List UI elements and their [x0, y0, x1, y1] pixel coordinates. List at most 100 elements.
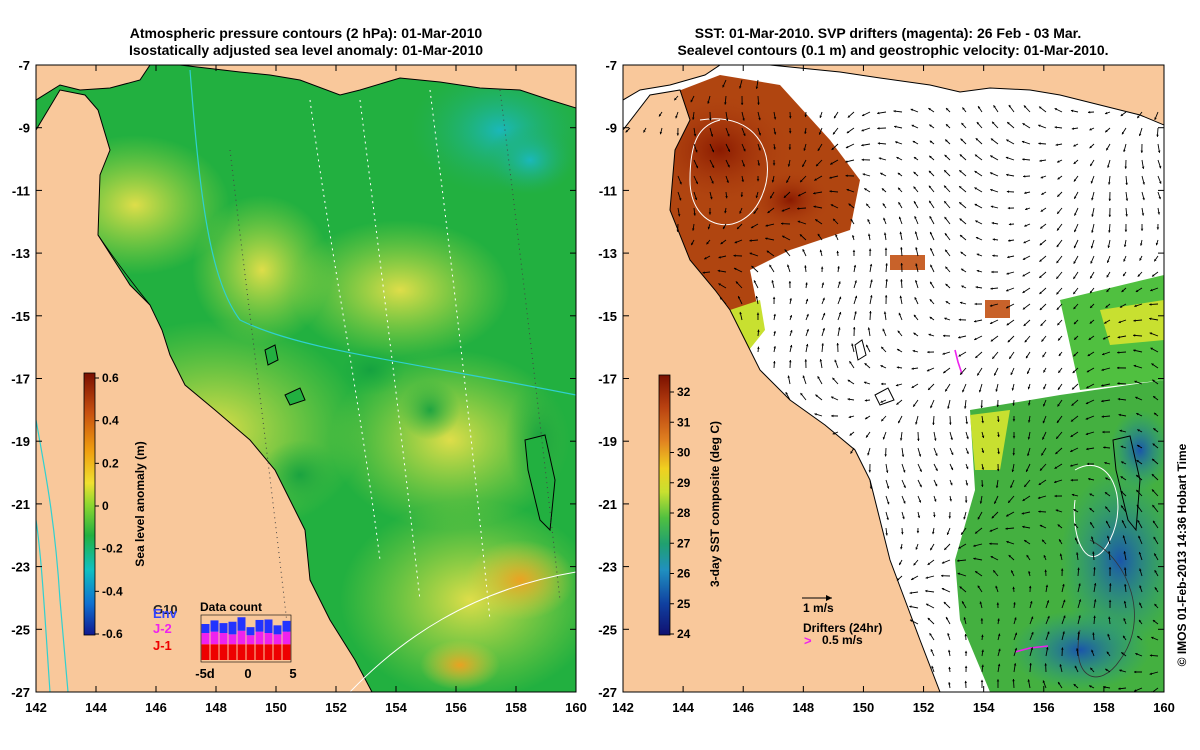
velocity-arrowhead: [877, 142, 881, 145]
velocity-arrowhead: [692, 117, 695, 120]
velocity-arrowhead: [862, 173, 866, 176]
velocity-arrowhead: [1073, 291, 1076, 295]
velocity-arrowhead: [960, 372, 963, 375]
drifters-label: Drifters (24hr): [803, 621, 882, 635]
velocity-arrowhead: [694, 197, 698, 200]
velocity-arrowhead: [932, 422, 935, 425]
velocity-arrowhead: [1073, 245, 1077, 249]
velocity-arrowhead: [1043, 370, 1046, 373]
drifter-symbol: >: [804, 633, 812, 648]
velocity-arrowhead: [1135, 652, 1138, 656]
velocity-arrowhead: [758, 148, 761, 151]
velocity-arrowhead: [1154, 258, 1157, 262]
velocity-arrowhead: [1137, 429, 1140, 432]
velocity-arrowhead: [1038, 482, 1042, 485]
y-tick-label: -7: [18, 58, 30, 73]
sla-anomaly-blob: [335, 345, 405, 395]
velocity-arrowhead: [863, 381, 867, 384]
velocity-arrowhead: [910, 619, 913, 622]
velocity-arrowhead: [1134, 689, 1137, 692]
inset-legend-item: J-2: [153, 621, 172, 636]
velocity-scale-label: 1 m/s: [803, 601, 834, 615]
velocity-arrowhead: [804, 359, 808, 362]
velocity-arrowhead: [1040, 176, 1044, 179]
velocity-arrowhead: [1138, 619, 1142, 623]
velocity-arrowhead: [845, 160, 848, 163]
velocity-arrowhead: [974, 154, 978, 157]
velocity-arrowhead: [974, 302, 977, 306]
velocity-arrowhead: [806, 328, 809, 332]
velocity-arrowhead: [1075, 552, 1079, 555]
velocity-arrowhead: [882, 203, 886, 206]
pressure-contour: [309, 99, 381, 561]
velocity-arrowhead: [788, 147, 792, 150]
velocity-arrowhead: [734, 267, 737, 271]
velocity-arrowhead: [804, 131, 807, 134]
inset-bar-segment: [264, 619, 273, 633]
velocity-arrowhead: [1029, 663, 1032, 666]
velocity-arrowhead: [975, 236, 979, 240]
x-tick-label: 152: [325, 700, 347, 715]
velocity-arrowhead: [676, 133, 680, 136]
velocity-arrowhead: [1012, 586, 1015, 590]
velocity-arrowhead: [1025, 469, 1029, 472]
velocity-arrowhead: [930, 264, 933, 268]
velocity-arrowhead: [896, 366, 900, 369]
velocity-arrowhead: [1151, 489, 1155, 492]
velocity-arrowhead: [1107, 165, 1110, 168]
velocity-arrowhead: [1117, 335, 1120, 339]
velocity-arrowhead: [829, 190, 832, 193]
pressure-contour: [429, 89, 491, 621]
velocity-arrowhead: [723, 226, 726, 230]
velocity-arrowhead: [1059, 664, 1062, 667]
velocity-arrowhead: [898, 420, 901, 424]
velocity-arrowhead: [884, 295, 888, 298]
velocity-arrowhead: [1091, 230, 1094, 233]
x-tick-label: 146: [732, 700, 754, 715]
velocity-arrowhead: [980, 618, 984, 621]
sea-level-contour: [1077, 539, 1135, 678]
velocity-arrowhead: [724, 102, 727, 105]
velocity-arrowhead: [1140, 228, 1144, 231]
velocity-arrowhead: [838, 327, 841, 330]
velocity-arrowhead: [881, 418, 884, 422]
velocity-arrowhead: [1042, 354, 1045, 358]
velocity-arrowhead: [931, 665, 934, 669]
velocity-arrowhead: [914, 216, 917, 219]
velocity-arrowhead: [1104, 111, 1108, 115]
velocity-arrowhead: [1022, 525, 1025, 529]
velocity-arrowhead: [963, 617, 967, 620]
velocity-arrowhead: [819, 249, 823, 253]
velocity-arrowhead: [692, 228, 695, 231]
velocity-arrowhead: [1137, 115, 1140, 119]
velocity-arrowhead: [981, 634, 984, 637]
velocity-arrowhead: [718, 256, 721, 259]
velocity-arrowhead: [1030, 601, 1033, 604]
velocity-arrowhead: [1141, 213, 1145, 216]
velocity-arrowhead: [900, 546, 903, 550]
velocity-arrowhead: [1153, 520, 1156, 524]
velocity-arrowhead: [942, 334, 946, 338]
velocity-arrowhead: [877, 127, 880, 130]
inset-bar-segment: [264, 644, 273, 660]
velocity-arrowhead: [898, 312, 902, 316]
y-tick-label: -21: [11, 497, 30, 512]
velocity-arrowhead: [996, 404, 1000, 407]
velocity-arrowhead: [1021, 140, 1025, 144]
velocity-arrowhead: [928, 185, 932, 189]
inset-bar-segment: [273, 634, 282, 645]
velocity-arrowhead: [997, 419, 1000, 422]
velocity-arrowhead: [1024, 224, 1027, 227]
velocity-arrowhead: [1070, 449, 1073, 452]
velocity-arrowhead: [773, 117, 777, 120]
drifters-speed-label: 0.5 m/s: [822, 633, 863, 647]
velocity-arrowhead: [974, 337, 977, 341]
geostrophic-velocity-arrows: [625, 79, 1162, 692]
velocity-arrowhead: [1031, 632, 1034, 635]
velocity-arrowhead: [1117, 351, 1120, 354]
velocity-arrowhead: [1088, 477, 1091, 481]
velocity-arrowhead: [835, 234, 838, 237]
velocity-arrowhead: [1092, 632, 1095, 635]
velocity-arrowhead: [788, 131, 792, 134]
